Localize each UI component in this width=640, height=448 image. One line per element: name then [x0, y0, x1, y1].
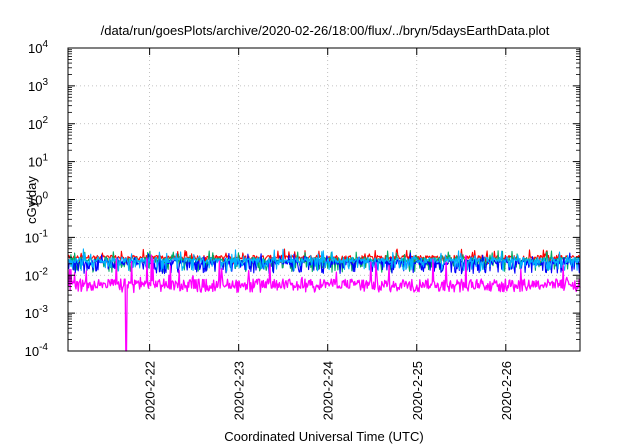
y-axis-label: cGy/day — [24, 176, 39, 224]
y-tick-label: 10-2 — [25, 266, 49, 283]
x-tick-label: 2020-2-24 — [321, 361, 336, 420]
axes: 10-4 10-3 10-2 10-1 100 101 102 103 104 2020-2-22… — [25, 39, 581, 420]
y-tick-label: 100 — [28, 191, 48, 208]
x-tick-label: 2020-2-26 — [499, 361, 514, 420]
y-tick-label: 10-4 — [25, 342, 49, 359]
y-tick-label: 10-1 — [25, 228, 49, 245]
grid — [68, 48, 580, 351]
y-tick-label: 102 — [28, 115, 48, 132]
plot-area — [67, 248, 581, 352]
x-axis-label: Coordinated Universal Time (UTC) — [224, 429, 423, 444]
y-tick-label: 101 — [28, 153, 48, 170]
x-tick-label: 2020-2-25 — [410, 361, 425, 420]
chart-title: /data/run/goesPlots/archive/2020-02-26/1… — [101, 23, 550, 38]
x-tick-label: 2020-2-23 — [232, 361, 247, 420]
plot-frame — [67, 47, 581, 352]
y-tick-label: 10-3 — [25, 304, 49, 321]
y-tick-label: 103 — [28, 77, 48, 94]
series-line — [67, 254, 581, 352]
y-tick-label: 104 — [28, 39, 48, 56]
x-tick-label: 2020-2-22 — [143, 361, 158, 420]
